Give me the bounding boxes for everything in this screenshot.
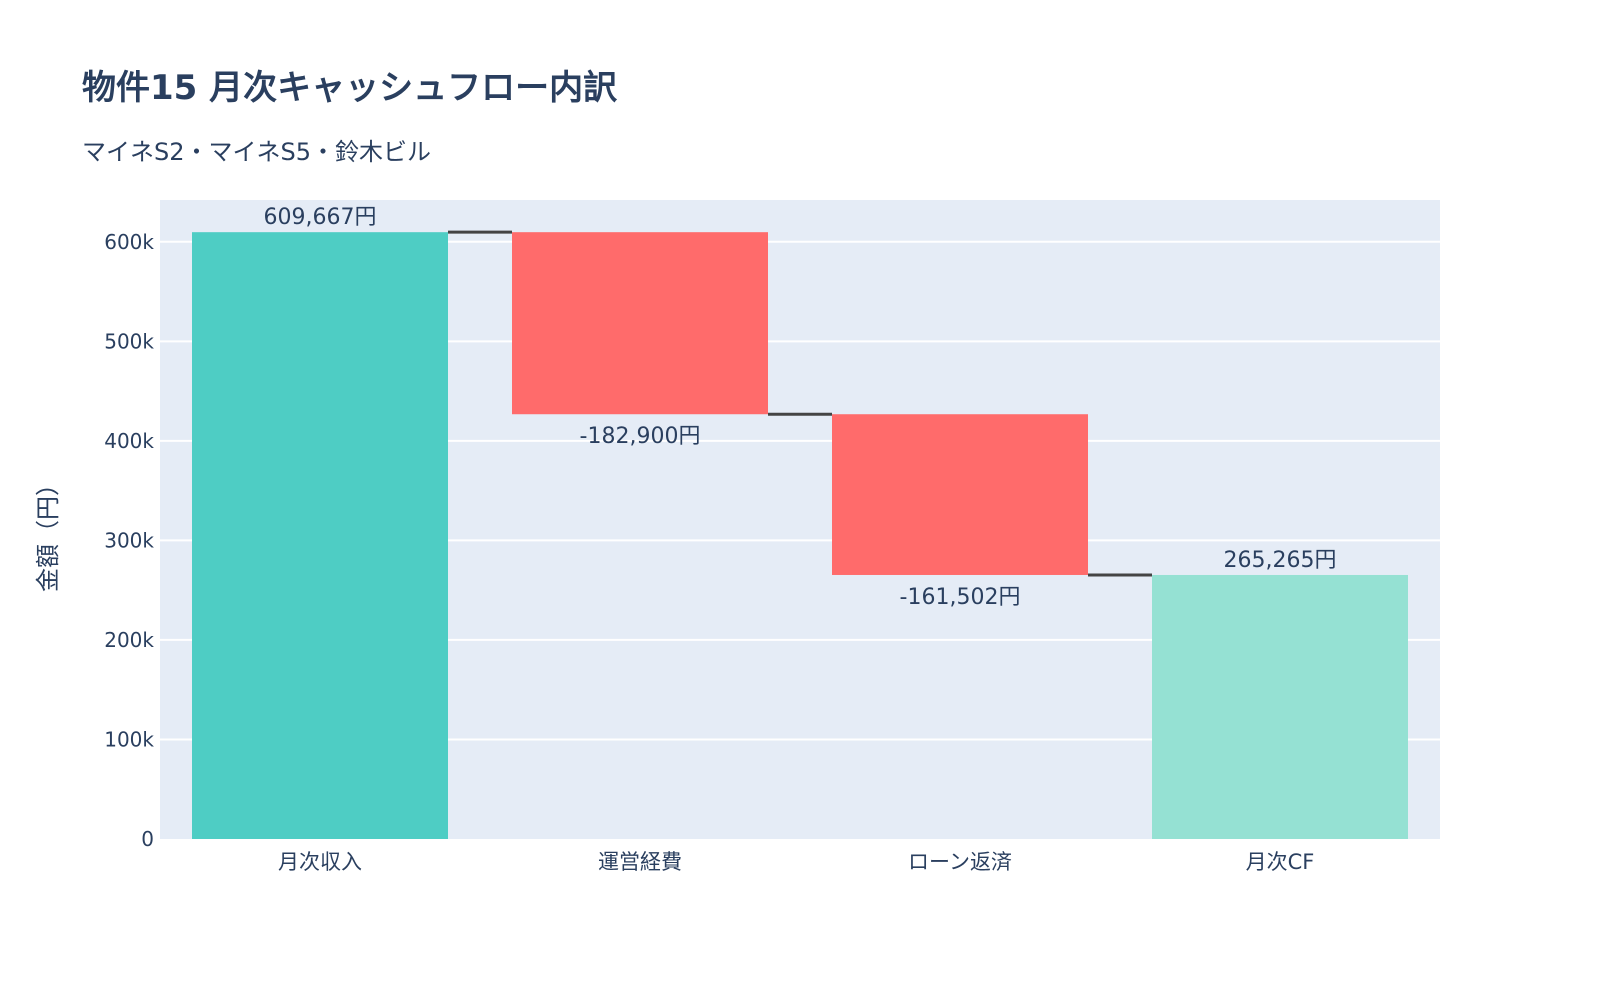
chart-title: 物件15 月次キャッシュフロー内訳 xyxy=(82,68,618,108)
x-tick-label: 運営経費 xyxy=(598,850,682,874)
x-tick-label: ローン返済 xyxy=(908,850,1012,874)
data-label: -182,900円 xyxy=(580,424,701,449)
y-tick-label: 100k xyxy=(104,727,154,751)
bar-total xyxy=(1152,574,1408,839)
x-tick-label: 月次CF xyxy=(1246,850,1315,874)
y-tick-label: 0 xyxy=(141,827,154,851)
y-tick-label: 500k xyxy=(104,329,154,353)
bar-relative xyxy=(512,232,768,415)
bar-relative xyxy=(832,414,1088,575)
data-label: 609,667円 xyxy=(264,205,377,230)
x-tick-label: 月次収入 xyxy=(278,850,362,874)
bar-absolute xyxy=(192,232,448,840)
chart-subtitle: マイネS2・マイネS5・鈴木ビル xyxy=(82,138,432,166)
y-tick-label: 600k xyxy=(104,230,154,254)
y-tick-label: 400k xyxy=(104,429,154,453)
y-tick-label: 300k xyxy=(104,528,154,552)
y-tick-label: 200k xyxy=(104,628,154,652)
data-label: -161,502円 xyxy=(900,585,1021,610)
data-label: 265,265円 xyxy=(1224,548,1337,573)
y-axis-title: 金額（円） xyxy=(34,472,62,592)
